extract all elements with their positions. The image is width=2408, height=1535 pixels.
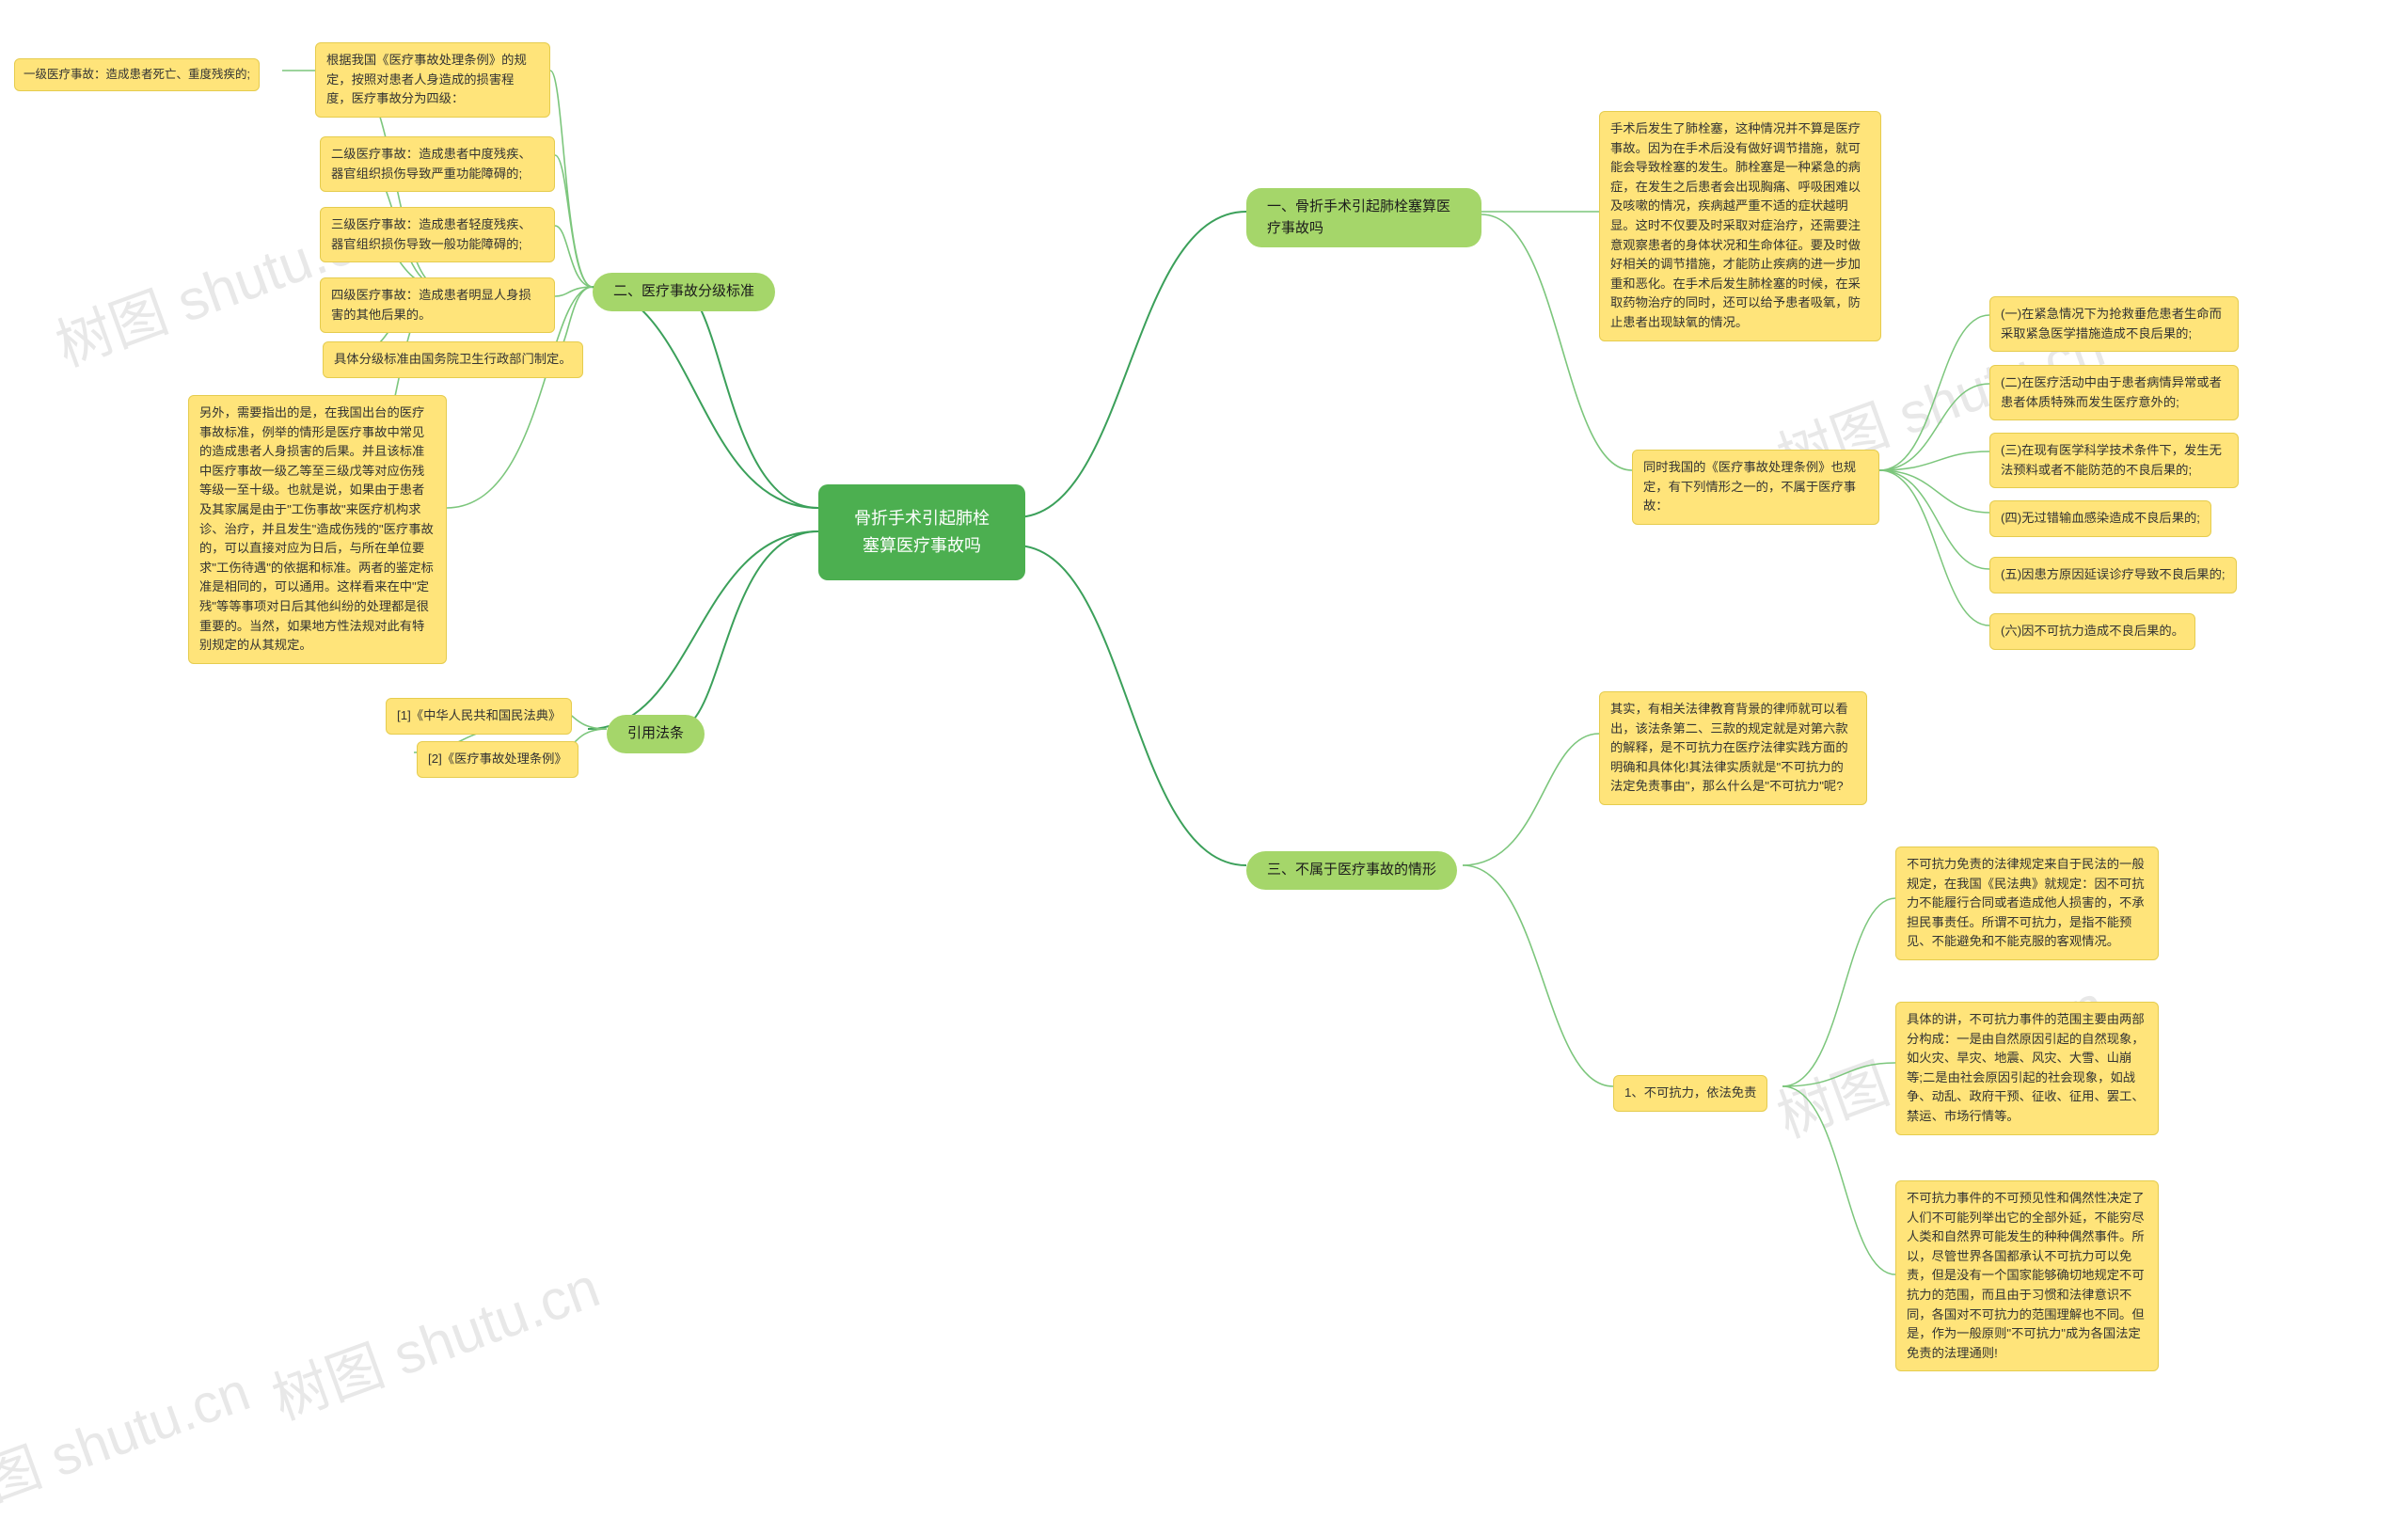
- branch-1[interactable]: 一、骨折手术引起肺栓塞算医疗事故吗: [1246, 188, 1481, 247]
- root-node[interactable]: 骨折手术引起肺栓塞算医疗事故吗: [818, 484, 1025, 580]
- leaf-b2c2[interactable]: 二级医疗事故：造成患者中度残疾、器官组织损伤导致严重功能障碍的;: [320, 136, 555, 192]
- leaf-b4-r1[interactable]: [1]《中华人民共和国民法典》: [386, 698, 572, 735]
- leaf-b2c4[interactable]: 四级医疗事故：造成患者明显人身损害的其他后果的。: [320, 277, 555, 333]
- leaf-b3c2-f1[interactable]: 不可抗力免责的法律规定来自于民法的一般规定，在我国《民法典》就规定：因不可抗力不…: [1895, 847, 2159, 960]
- leaf-b1c2-s2[interactable]: (二)在医疗活动中由于患者病情异常或者患者体质特殊而发生医疗意外的;: [1989, 365, 2239, 420]
- leaf-b2c1-g1[interactable]: 一级医疗事故：造成患者死亡、重度残疾的;: [14, 58, 260, 91]
- leaf-b3c1[interactable]: 其实，有相关法律教育背景的律师就可以看出，该法条第二、三款的规定就是对第六款的解…: [1599, 691, 1867, 805]
- leaf-b3c2-f2[interactable]: 具体的讲，不可抗力事件的范围主要由两部分构成：一是由自然原因引起的自然现象，如火…: [1895, 1002, 2159, 1135]
- leaf-b3c2-f3[interactable]: 不可抗力事件的不可预见性和偶然性决定了人们不可能列举出它的全部外延，不能穷尽人类…: [1895, 1180, 2159, 1371]
- leaf-b2c3[interactable]: 三级医疗事故：造成患者轻度残疾、器官组织损伤导致一般功能障碍的;: [320, 207, 555, 262]
- leaf-b4-r2[interactable]: [2]《医疗事故处理条例》: [417, 741, 578, 778]
- branch-4[interactable]: 引用法条: [607, 715, 705, 753]
- leaf-b2c1[interactable]: 根据我国《医疗事故处理条例》的规定，按照对患者人身造成的损害程度，医疗事故分为四…: [315, 42, 550, 118]
- leaf-b1c1[interactable]: 手术后发生了肺栓塞，这种情况并不算是医疗事故。因为在手术后没有做好调节措施，就可…: [1599, 111, 1881, 341]
- leaf-b1c2-s5[interactable]: (五)因患方原因延误诊疗导致不良后果的;: [1989, 557, 2237, 593]
- branch-3[interactable]: 三、不属于医疗事故的情形: [1246, 851, 1457, 890]
- leaf-b2c6[interactable]: 另外，需要指出的是，在我国出台的医疗事故标准，例举的情形是医疗事故中常见的造成患…: [188, 395, 447, 664]
- leaf-b1c2-s3[interactable]: (三)在现有医学科学技术条件下，发生无法预料或者不能防范的不良后果的;: [1989, 433, 2239, 488]
- watermark: 树图 shutu.cn: [260, 1242, 609, 1435]
- leaf-b1c2-s6[interactable]: (六)因不可抗力造成不良后果的。: [1989, 613, 2195, 650]
- leaf-b1c2-s1[interactable]: (一)在紧急情况下为抢救垂危患者生命而采取紧急医学措施造成不良后果的;: [1989, 296, 2239, 352]
- leaf-b3c2[interactable]: 1、不可抗力，依法免责: [1613, 1075, 1767, 1112]
- leaf-b2c5[interactable]: 具体分级标准由国务院卫生行政部门制定。: [323, 341, 583, 378]
- watermark: 树图 shutu.cn: [0, 1347, 259, 1534]
- leaf-b1c2[interactable]: 同时我国的《医疗事故处理条例》也规定，有下列情形之一的，不属于医疗事故：: [1632, 450, 1879, 525]
- leaf-b1c2-s4[interactable]: (四)无过错输血感染造成不良后果的;: [1989, 500, 2211, 537]
- branch-2[interactable]: 二、医疗事故分级标准: [593, 273, 775, 311]
